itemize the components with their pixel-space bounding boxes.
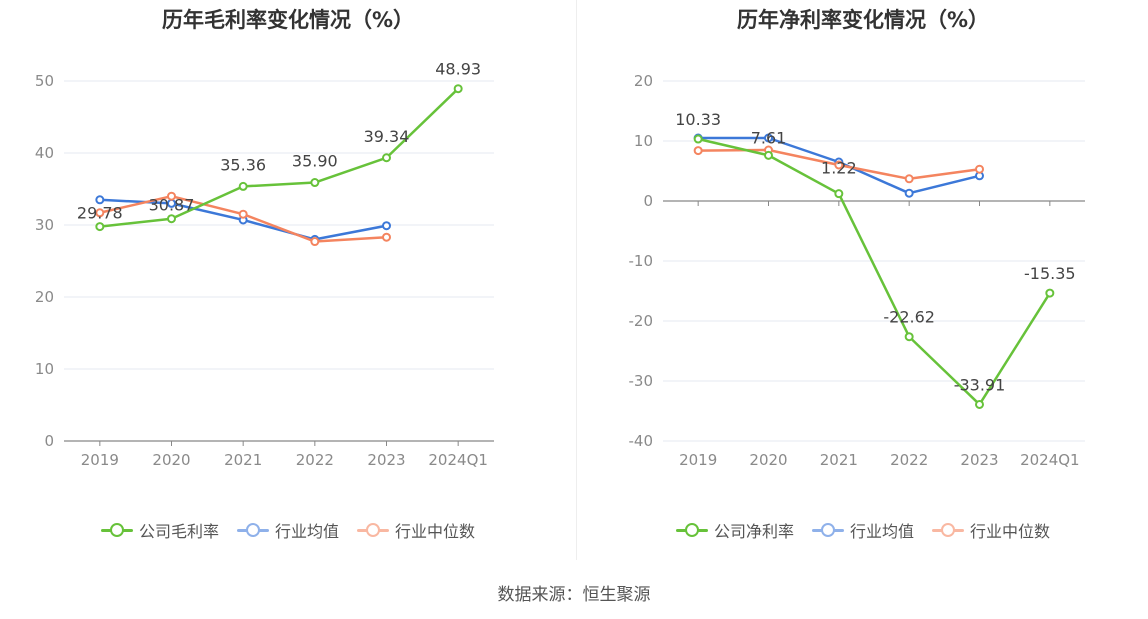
x-tick-label: 2024Q1 [428, 451, 488, 469]
data-point [167, 214, 176, 224]
data-point [95, 208, 105, 218]
data-point [238, 209, 248, 219]
y-tick-label: -30 [629, 372, 654, 390]
x-tick-label: 2023 [367, 451, 405, 469]
y-tick-label: -20 [629, 312, 654, 330]
net-margin-chart-title: 历年净利率变化情况（%） [736, 8, 990, 32]
y-tick-label: 10 [35, 360, 54, 378]
net-margin-legend: 公司净利率 行业均值 行业中位数 [577, 518, 1148, 542]
x-tick-label: 2020 [152, 451, 190, 469]
legend-item-company-gross-margin[interactable]: 公司毛利率 [100, 518, 219, 542]
legend-marker-green [100, 522, 133, 538]
data-label: 48.93 [435, 60, 481, 79]
data-source-note: 数据来源：恒生聚源 [497, 585, 651, 605]
data-point [975, 399, 984, 409]
x-tick-label: 2024Q1 [1020, 451, 1080, 469]
data-point [382, 221, 391, 231]
data-point [834, 160, 844, 170]
series-line [697, 137, 1051, 406]
x-tick-label: 2019 [679, 451, 717, 469]
data-point [95, 222, 105, 232]
y-tick-label: 0 [643, 192, 653, 210]
x-tick-label: 2020 [749, 451, 787, 469]
data-point [238, 181, 248, 191]
legend-item-industry-median[interactable]: 行业中位数 [932, 518, 1050, 542]
legend-marker-orange [932, 522, 964, 538]
data-point [453, 84, 463, 94]
legend-item-company-net-margin[interactable]: 公司净利率 [675, 518, 794, 542]
data-point [904, 332, 914, 342]
data-label: 1.22 [821, 159, 857, 178]
legend-item-industry-average[interactable]: 行业均值 [236, 518, 339, 542]
legend-label: 公司毛利率 [138, 522, 219, 541]
data-point [310, 178, 320, 188]
legend-marker-orange [357, 522, 389, 538]
data-label: 10.33 [675, 110, 721, 129]
x-tick-label: 2021 [820, 451, 858, 469]
y-tick-label: -40 [629, 432, 654, 450]
legend-label: 公司净利率 [713, 522, 794, 541]
y-tick-label: 50 [35, 72, 54, 90]
data-label: 29.78 [77, 204, 123, 223]
data-point [904, 188, 914, 198]
legend-marker-blue [236, 522, 269, 538]
data-point [693, 146, 703, 156]
net-margin-chart-plot: -40 -30 -20 -10 0 10 20 2019 2020 2021 2022 2023 202… [629, 72, 1085, 469]
data-point [310, 237, 320, 247]
data-point [764, 150, 773, 160]
x-tick-label: 2021 [224, 451, 262, 469]
y-tick-label: 0 [44, 432, 54, 450]
data-label: -22.62 [883, 308, 935, 327]
data-label: 30.87 [149, 196, 195, 215]
gross-margin-chart-title: 历年毛利率变化情况（%） [161, 8, 415, 32]
y-tick-label: -10 [629, 252, 654, 270]
net-margin-chart-panel: 历年净利率变化情况（%） -40 -30 -20 -10 0 10 20 2019 2020 20… [576, 0, 1148, 560]
data-point [1045, 288, 1055, 298]
x-tick-label: 2022 [296, 451, 334, 469]
data-label: -15.35 [1024, 264, 1076, 283]
legend-label: 行业均值 [849, 522, 914, 541]
data-label: 35.36 [220, 155, 266, 174]
legend-item-industry-median[interactable]: 行业中位数 [357, 518, 475, 542]
data-point [382, 153, 391, 163]
data-point [834, 189, 844, 199]
x-tick-label: 2023 [960, 451, 998, 469]
data-point [975, 164, 984, 174]
gross-margin-chart-panel: 历年毛利率变化情况（%） 0 10 20 30 40 50 2019 2020 2021 2022… [0, 0, 576, 560]
y-tick-label: 40 [35, 144, 54, 162]
data-label: 39.34 [364, 127, 410, 146]
data-point [167, 191, 176, 201]
x-tick-label: 2019 [81, 451, 119, 469]
legend-label: 行业中位数 [395, 522, 476, 541]
x-tick-label: 2022 [890, 451, 928, 469]
legend-label: 行业中位数 [970, 522, 1051, 541]
gross-margin-chart-plot: 0 10 20 30 40 50 2019 2020 2021 2022 2023 2024Q1 29.… [35, 60, 494, 469]
data-point [95, 195, 105, 205]
series-line [99, 87, 460, 228]
data-point [693, 134, 703, 144]
y-tick-label: 10 [634, 132, 653, 150]
legend-label: 行业均值 [274, 522, 339, 541]
y-tick-label: 20 [35, 288, 54, 306]
y-tick-label: 30 [35, 216, 54, 234]
data-label: 7.61 [751, 128, 787, 147]
data-point [764, 133, 773, 143]
legend-marker-green [675, 522, 708, 538]
data-point [904, 174, 914, 184]
gross-margin-legend: 公司毛利率 行业均值 行业中位数 [0, 518, 576, 542]
legend-item-industry-average[interactable]: 行业均值 [811, 518, 914, 542]
legend-marker-blue [811, 522, 844, 538]
data-label: 35.90 [292, 152, 338, 171]
data-label: -33.91 [954, 375, 1006, 394]
data-point [382, 232, 391, 242]
y-tick-label: 20 [634, 72, 653, 90]
